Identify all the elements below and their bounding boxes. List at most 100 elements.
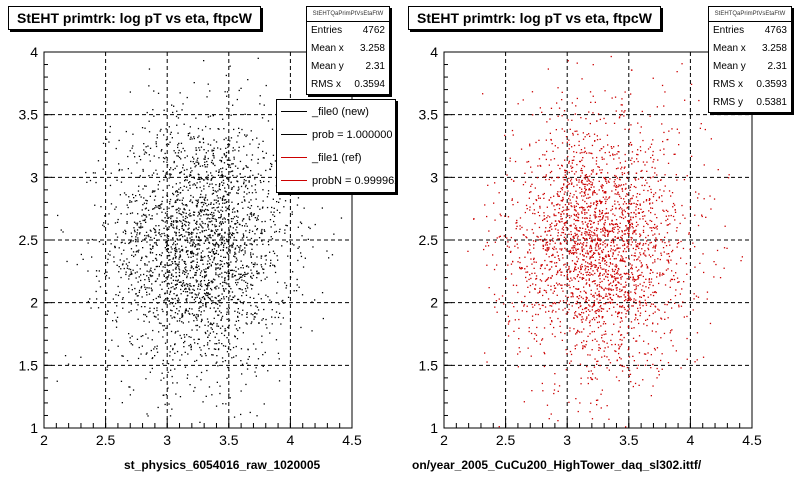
scatter-point xyxy=(139,232,141,234)
scatter-point xyxy=(604,152,606,154)
scatter-point xyxy=(654,167,656,169)
scatter-point xyxy=(228,264,231,266)
scatter-point xyxy=(263,104,265,106)
scatter-point xyxy=(134,231,136,233)
scatter-point xyxy=(222,118,224,120)
scatter-point xyxy=(243,183,245,185)
scatter-point xyxy=(649,203,651,205)
scatter-point xyxy=(144,238,146,240)
scatter-point xyxy=(132,389,135,391)
scatter-point xyxy=(208,262,211,265)
scatter-point xyxy=(216,303,219,305)
scatter-point xyxy=(217,263,219,265)
scatter-point xyxy=(587,269,590,271)
scatter-point xyxy=(567,228,569,230)
scatter-point xyxy=(589,250,591,252)
scatter-point xyxy=(604,287,607,289)
scatter-point xyxy=(230,299,232,301)
scatter-point xyxy=(145,221,147,223)
scatter-point xyxy=(236,245,238,247)
scatter-point xyxy=(635,244,637,246)
scatter-point xyxy=(613,306,615,308)
scatter-point xyxy=(146,287,148,289)
scatter-point xyxy=(639,314,641,317)
scatter-point xyxy=(206,286,209,288)
scatter-point xyxy=(182,272,184,274)
scatter-point xyxy=(114,246,116,249)
scatter-point xyxy=(273,220,275,223)
scatter-point xyxy=(678,304,680,306)
scatter-point xyxy=(234,248,236,250)
scatter-point xyxy=(635,245,637,248)
scatter-point xyxy=(186,179,188,181)
scatter-point xyxy=(148,214,150,216)
scatter-point xyxy=(649,146,651,148)
scatter-point xyxy=(590,220,593,222)
scatter-point xyxy=(594,211,597,214)
scatter-point xyxy=(598,309,601,311)
scatter-point xyxy=(672,215,675,218)
scatter-point xyxy=(652,291,654,294)
scatter-point xyxy=(589,274,591,276)
legend-entry-prob: prob = 1.000000 xyxy=(277,123,395,146)
scatter-point xyxy=(526,161,528,163)
scatter-point xyxy=(554,302,557,305)
scatter-point xyxy=(576,275,578,278)
scatter-point xyxy=(524,211,526,214)
scatter-point xyxy=(250,275,252,278)
scatter-point xyxy=(312,246,314,248)
scatter-point xyxy=(211,149,213,151)
scatter-point xyxy=(232,296,234,298)
scatter-point xyxy=(570,178,573,180)
scatter-point xyxy=(156,345,158,347)
scatter-point xyxy=(690,83,693,85)
scatter-point xyxy=(551,222,553,224)
scatter-point xyxy=(195,274,197,276)
scatter-point xyxy=(129,201,131,203)
scatter-point xyxy=(174,244,177,246)
scatter-point xyxy=(559,321,561,323)
scatter-point xyxy=(602,340,604,342)
scatter-point xyxy=(241,276,243,278)
scatter-point xyxy=(570,296,572,298)
scatter-point xyxy=(602,217,604,219)
scatter-point xyxy=(177,279,179,281)
scatter-point xyxy=(650,256,652,258)
scatter-point xyxy=(118,271,120,273)
scatter-point xyxy=(727,177,730,179)
scatter-point xyxy=(191,313,194,315)
scatter-point xyxy=(218,314,220,316)
scatter-point xyxy=(644,254,646,256)
scatter-point xyxy=(624,233,627,235)
scatter-point xyxy=(613,270,615,273)
scatter-point xyxy=(621,213,623,215)
scatter-point xyxy=(635,186,637,189)
scatter-point xyxy=(195,279,197,281)
scatter-point xyxy=(519,225,521,227)
scatter-point xyxy=(633,280,635,282)
scatter-point xyxy=(624,188,627,190)
scatter-point xyxy=(236,175,238,177)
scatter-point xyxy=(618,380,620,382)
scatter-point xyxy=(658,233,660,235)
scatter-point xyxy=(569,192,572,195)
scatter-point xyxy=(125,271,127,273)
scatter-point xyxy=(570,277,572,279)
scatter-point xyxy=(578,313,580,315)
scatter-point xyxy=(238,288,240,290)
scatter-point xyxy=(110,172,112,174)
scatter-point xyxy=(533,257,535,259)
scatter-point xyxy=(573,252,575,254)
scatter-point xyxy=(249,175,251,177)
scatter-point xyxy=(168,226,170,228)
scatter-point xyxy=(548,310,550,312)
scatter-point xyxy=(189,301,191,304)
scatter-point xyxy=(291,243,293,245)
scatter-point xyxy=(164,234,166,237)
scatter-point xyxy=(584,228,587,230)
scatter-point xyxy=(220,215,222,217)
scatter-point xyxy=(583,242,585,244)
scatter-point xyxy=(95,181,97,184)
scatter-point xyxy=(175,276,177,278)
scatter-point xyxy=(581,212,583,214)
